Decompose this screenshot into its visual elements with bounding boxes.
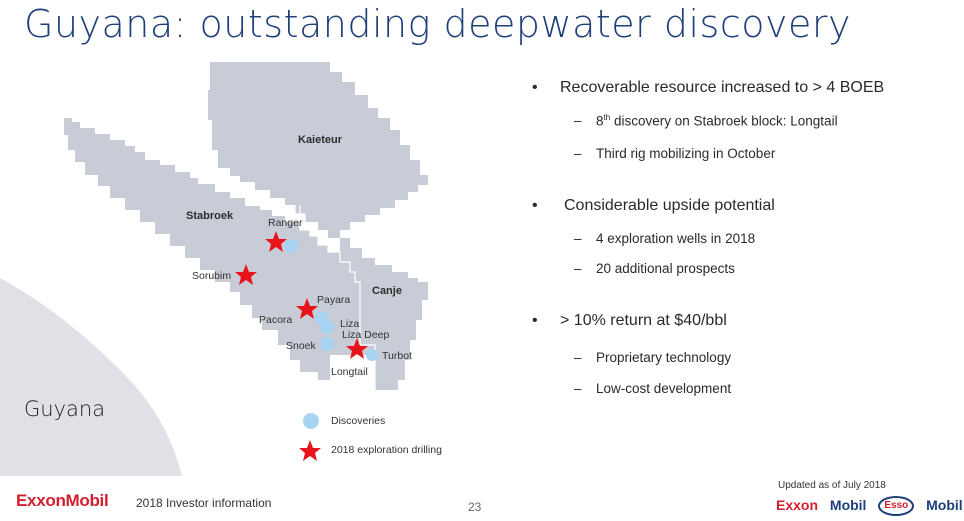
bullet-icon: • [532, 79, 538, 96]
land-shape [0, 278, 182, 476]
discovery-marker-liza [320, 320, 334, 334]
esso-logo: Esso [878, 496, 915, 516]
drilling-star-ranger [265, 231, 287, 252]
page-number: 23 [468, 500, 482, 514]
well-label-pacora: Pacora [259, 314, 293, 326]
mobil-logo: Mobil [829, 496, 867, 513]
mobil1-logo: Mobil1 [926, 496, 963, 513]
legend-star-icon [299, 440, 321, 461]
drilling-star-longtail [346, 338, 368, 359]
updated-note: Updated as of July 2018 [778, 480, 886, 491]
bullet-icon: • [532, 197, 538, 214]
footer-info: 2018 Investor information [136, 496, 272, 510]
well-label-liza: Liza [340, 318, 360, 330]
well-label-liza-deep: Liza Deep [342, 329, 390, 341]
stabroek-upper [208, 62, 300, 205]
stabroek-block [64, 118, 375, 380]
dash-icon: – [574, 381, 582, 396]
block-boundary [299, 205, 376, 390]
dash-icon: – [574, 261, 582, 276]
well-label-longtail: Longtail [331, 366, 368, 378]
brand-logos: Exxon Mobil Esso Mobil1 [776, 496, 964, 516]
drilling-star-sorubim [235, 264, 257, 285]
discovery-marker-turbot [366, 349, 378, 361]
legend-drilling-label: 2018 exploration drilling [331, 444, 442, 456]
well-label-ranger: Ranger [268, 217, 303, 229]
drilling-star-payara [296, 298, 318, 319]
exxonmobil-logo: ExxonMobil [16, 491, 109, 510]
block-label-kaieteur: Kaieteur [298, 134, 343, 146]
well-label-payara: Payara [317, 294, 351, 306]
discovery-marker-snoek [320, 337, 334, 351]
guyana-map [0, 62, 428, 476]
block-boundary-2 [294, 205, 306, 223]
bullet-icon: • [532, 312, 538, 329]
kaieteur-block [290, 62, 428, 238]
dash-icon: – [574, 231, 582, 246]
well-label-turbot: Turbot [382, 350, 412, 362]
page-title: Guyana: outstanding deepwater discovery [24, 2, 851, 46]
well-label-snoek: Snoek [286, 340, 316, 352]
legend-discovery-icon [303, 413, 319, 429]
block-label-canje: Canje [372, 285, 402, 297]
legend-discoveries-label: Discoveries [331, 415, 386, 427]
dash-icon: – [574, 350, 582, 365]
dash-icon: – [574, 113, 582, 128]
dash-icon: – [574, 146, 582, 161]
discovery-marker-ranger [284, 239, 298, 253]
block-label-stabroek: Stabroek [186, 210, 234, 222]
exxon-logo: Exxon [776, 496, 819, 513]
well-label-sorubim: Sorubim [192, 270, 232, 282]
country-label: Guyana [24, 397, 106, 421]
